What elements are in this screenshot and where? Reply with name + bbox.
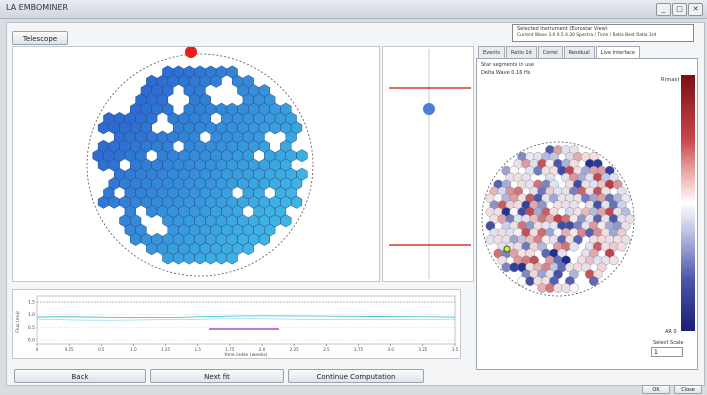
x-tick-label: 2.5 xyxy=(323,347,330,352)
colorbar-bottom-label: AR 0 xyxy=(665,329,677,335)
hex-segments xyxy=(92,65,308,265)
x-tick-label: 3.25 xyxy=(418,347,427,352)
next-fit-button[interactable]: Next fit xyxy=(150,369,284,383)
focal-plane-plot[interactable] xyxy=(13,47,379,281)
flux-series-line xyxy=(36,315,456,319)
residual-segment xyxy=(589,276,599,286)
x-tick-label: 1.25 xyxy=(161,347,170,352)
continue-computation-button[interactable]: Continue Computation xyxy=(288,369,424,383)
x-tick-label: 2.0 xyxy=(259,347,266,352)
residual-segment xyxy=(608,255,619,266)
hex-segment xyxy=(290,195,303,209)
select-scale-label: Select Scale xyxy=(653,340,684,346)
flux-plot-panel: 1.5 1.0 0.5 0.0 0 0.25 0.5 1.0 1.25 1.5 1.75 2.0 2.2… xyxy=(12,289,461,359)
hex-segment xyxy=(226,251,238,265)
tab-correl[interactable]: Correl xyxy=(537,46,563,59)
ratio-strip-panel xyxy=(382,46,474,282)
tab-events[interactable]: Events xyxy=(478,46,505,59)
back-button[interactable]: Back xyxy=(14,369,146,383)
y-tick-label: 0.0 xyxy=(28,338,35,344)
hex-segment xyxy=(280,214,292,228)
maximize-button[interactable]: □ xyxy=(672,3,687,16)
x-tick-label: 3.5 xyxy=(452,347,459,352)
x-tick-label: 0.25 xyxy=(65,347,74,352)
tab-live-interface[interactable]: Live Interface xyxy=(595,46,640,59)
legend-line2: Current Wave 3.0 0.5 4.30 Spectra / Time… xyxy=(517,33,657,38)
y-tick-label: 1.0 xyxy=(28,312,35,318)
x-tick-label: 1.5 xyxy=(195,347,202,352)
colorbar-top-label: R(max) xyxy=(661,77,680,83)
x-tick-label: 1.0 xyxy=(130,347,137,352)
selected-segment-marker xyxy=(185,47,197,58)
flux-plot[interactable]: 1.5 1.0 0.5 0.00 0.25 0.5 1.0 1.25 1.5 1.75 2.0 2.2… xyxy=(13,290,460,358)
info-line1: Star segments in use xyxy=(481,62,534,68)
hex-segment xyxy=(258,232,270,246)
right-tabbar: Events Ratio 1d Correl Residual Live Int… xyxy=(478,46,640,59)
window-title: LA EMBOMINER xyxy=(6,3,69,12)
y-tick-label: 0.5 xyxy=(28,325,35,331)
right-panel: Star segments in use Delta Wave 0.16 Hs … xyxy=(476,58,698,370)
close-dialog-button[interactable]: Close xyxy=(674,385,702,394)
x-axis-label: time index (weeks) xyxy=(224,352,267,358)
y-tick-label: 1.5 xyxy=(28,300,35,306)
x-tick-label: 2.25 xyxy=(290,347,299,352)
ratio-strip-plot xyxy=(389,49,471,279)
residual-segment xyxy=(569,241,579,252)
y-axis-label: Flux (mu) xyxy=(15,311,21,333)
legend-box: Selected Instrument (Eurostar View) Curr… xyxy=(512,24,694,42)
focal-plane-panel xyxy=(12,46,380,282)
residual-segments xyxy=(485,145,635,293)
tab-residual[interactable]: Residual xyxy=(563,46,595,59)
x-tick-label: 0 xyxy=(36,347,39,352)
tab-ratio[interactable]: Ratio 1d xyxy=(505,46,537,59)
telescope-button[interactable]: Telescope xyxy=(12,31,68,45)
close-button[interactable]: ✕ xyxy=(688,3,703,16)
residual-segment xyxy=(569,283,579,293)
select-scale-spinner[interactable]: 1 xyxy=(651,347,683,357)
legend-line1: Selected Instrument (Eurostar View) xyxy=(517,26,608,32)
hex-segment xyxy=(210,74,222,88)
flux-series-line-2 xyxy=(36,318,456,321)
hex-segment xyxy=(296,149,308,163)
info-line2: Delta Wave 0.16 Hs xyxy=(481,70,531,76)
residual-segment xyxy=(616,241,627,252)
hex-segment xyxy=(242,242,254,256)
minimize-button[interactable]: _ xyxy=(656,3,671,16)
ok-button[interactable]: OK xyxy=(642,385,670,394)
x-tick-label: 0.5 xyxy=(98,347,105,352)
residual-plane-plot[interactable] xyxy=(479,131,639,311)
selected-marker xyxy=(423,103,435,115)
x-tick-label: 2.75 xyxy=(354,347,363,352)
window-titlebar: LA EMBOMINER _ □ ✕ xyxy=(0,0,707,19)
colorbar xyxy=(681,75,695,331)
x-tick-label: 1.75 xyxy=(225,347,234,352)
x-tick-label: 3.0 xyxy=(388,347,395,352)
highlighted-segment xyxy=(503,245,511,253)
